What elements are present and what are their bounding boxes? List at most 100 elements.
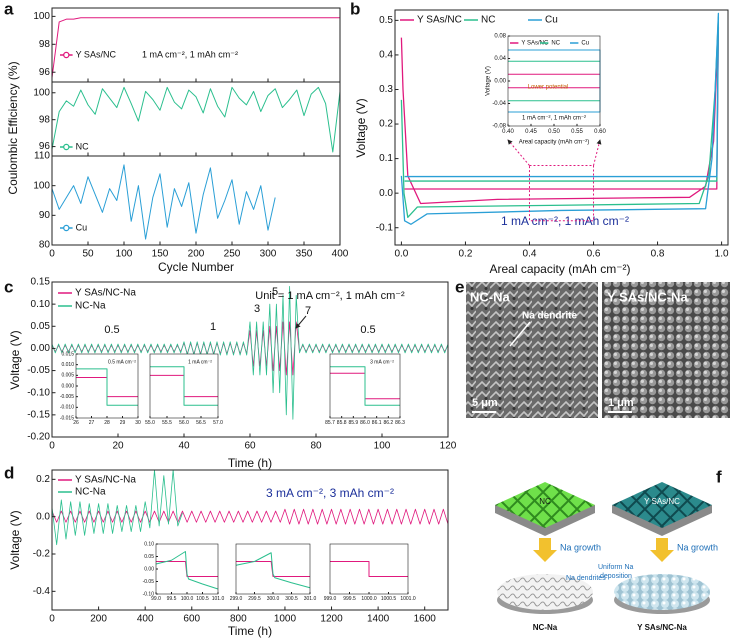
y-tick-label: 98: [39, 39, 51, 50]
x-tick-label: 86.2: [383, 420, 393, 426]
x-tick-label: 100.0: [181, 596, 194, 602]
y-tick-label: 0.04: [494, 56, 506, 62]
y-tick-label: 0.0: [379, 188, 393, 199]
annotation: 1 mA cm⁻², 1 mAh cm⁻²: [142, 49, 238, 59]
x-tick-label: 20: [112, 441, 124, 452]
data-line: [51, 164, 276, 240]
annotation: 3 mA cm⁻²: [370, 359, 394, 365]
legend-label: Y SAs/NC: [521, 41, 549, 47]
annotation: 3 mA cm⁻², 3 mAh cm⁻²: [266, 486, 394, 500]
legend-label: Cu: [76, 222, 88, 232]
data-line: [51, 17, 340, 78]
y-tick-label: -0.10: [27, 387, 50, 398]
y-tick-label: -0.20: [27, 432, 50, 443]
data-line: [51, 86, 341, 153]
y-tick-label: 0.4: [379, 50, 393, 61]
y-tick-label: 100: [33, 180, 50, 191]
legend-label: Y SAs/NC-Na: [75, 288, 136, 299]
plot-frame: [155, 543, 219, 595]
x-tick-label: 60: [244, 441, 256, 452]
x-tick-label: 0.6: [587, 249, 601, 260]
panel-label: f: [716, 467, 722, 486]
plot-background: [52, 8, 340, 82]
scale-label: 1 μm: [608, 397, 634, 409]
legend-label: NC: [481, 15, 495, 26]
x-tick-label: 300.5: [285, 596, 298, 602]
y-tick-label: 0.10: [144, 541, 154, 547]
plot-frame: [51, 81, 341, 157]
y-tick-label: 0.10: [31, 299, 51, 310]
x-tick-label: 800: [230, 614, 247, 625]
zoom-link: [507, 139, 530, 166]
y-tick-label: 98: [39, 114, 51, 125]
nc-array: [495, 482, 595, 528]
x-tick-label: 100.5: [196, 596, 209, 602]
sem-image: [602, 282, 730, 418]
ysas-array: [612, 482, 712, 528]
annotation: Unit = 1 mA cm⁻², 1 mAh cm⁻²: [255, 290, 405, 302]
y-tick-label: 96: [39, 141, 51, 152]
process-label: Na growth: [560, 542, 601, 552]
x-tick-label: 55.0: [145, 420, 155, 426]
plot-frame: [149, 353, 219, 419]
plot-background: [508, 36, 600, 126]
x-tick-label: 40: [178, 441, 190, 452]
panel-label: a: [4, 0, 14, 18]
x-tick-label: 250: [224, 249, 241, 260]
x-tick-label: 1000.5: [381, 596, 397, 602]
image-label: NC-Na: [470, 289, 510, 304]
sem-image: [466, 282, 598, 418]
material-label: NC: [539, 497, 551, 506]
x-tick-label: 55.5: [162, 420, 172, 426]
data-line: [156, 561, 218, 577]
y-tick-label: 0.05: [31, 321, 51, 332]
scale-label: 5 μm: [472, 397, 498, 409]
y-tick-label: -0.015: [60, 415, 74, 421]
x-tick-label: 0: [49, 249, 55, 260]
x-tick-label: 1400: [367, 614, 390, 625]
x-axis-label: Areal capacity (mAh cm⁻²): [519, 140, 590, 146]
plot-frame: [329, 353, 401, 419]
y-tick-label: -0.1: [376, 222, 394, 233]
panel-label: d: [4, 463, 14, 482]
x-tick-label: 0.40: [502, 129, 514, 135]
data-line: [330, 561, 408, 577]
x-tick-label: 1200: [320, 614, 343, 625]
x-tick-label: 30: [135, 420, 141, 426]
y-tick-label: -0.05: [27, 365, 50, 376]
x-tick-label: 301.0: [304, 596, 317, 602]
x-tick-label: 0.4: [523, 249, 537, 260]
x-tick-label: 1000: [274, 614, 297, 625]
x-tick-label: 85.7: [325, 420, 335, 426]
x-tick-label: 150: [152, 249, 169, 260]
y-tick-label: -0.05: [143, 579, 155, 585]
y-tick-label: -0.04: [492, 101, 506, 107]
annotation: 1: [210, 321, 216, 333]
data-line: [51, 286, 449, 420]
x-axis-label: Areal capacity (mAh cm⁻²): [489, 262, 630, 276]
plot-frame: [51, 155, 341, 246]
y-axis-label: Coulombic Efficiency (%): [6, 61, 20, 194]
y-tick-label: 90: [39, 210, 51, 221]
y-tick-label: -0.08: [492, 124, 506, 130]
y-tick-label: 100: [33, 87, 50, 98]
x-tick-label: 0.55: [571, 129, 583, 135]
x-tick-label: 999.5: [343, 596, 356, 602]
panel-label: e: [455, 277, 464, 296]
x-tick-label: 600: [183, 614, 200, 625]
y-axis-label: Voltage (V): [8, 330, 22, 389]
legend-label: Y SAs/NC: [76, 49, 117, 59]
x-tick-label: 999.0: [324, 596, 337, 602]
arrow: [509, 321, 531, 347]
y-tick-label: 0.005: [61, 373, 74, 379]
data-line: [76, 368, 138, 406]
x-tick-label: 56.0: [179, 420, 189, 426]
legend-label: Y SAs/NC: [417, 15, 462, 26]
plot-background: [52, 82, 340, 156]
x-tick-label: 50: [82, 249, 94, 260]
x-tick-label: 1000.0: [361, 596, 377, 602]
x-tick-label: 299.0: [230, 596, 243, 602]
x-tick-label: 0.50: [548, 129, 560, 135]
legend-label: NC-Na: [75, 301, 106, 312]
